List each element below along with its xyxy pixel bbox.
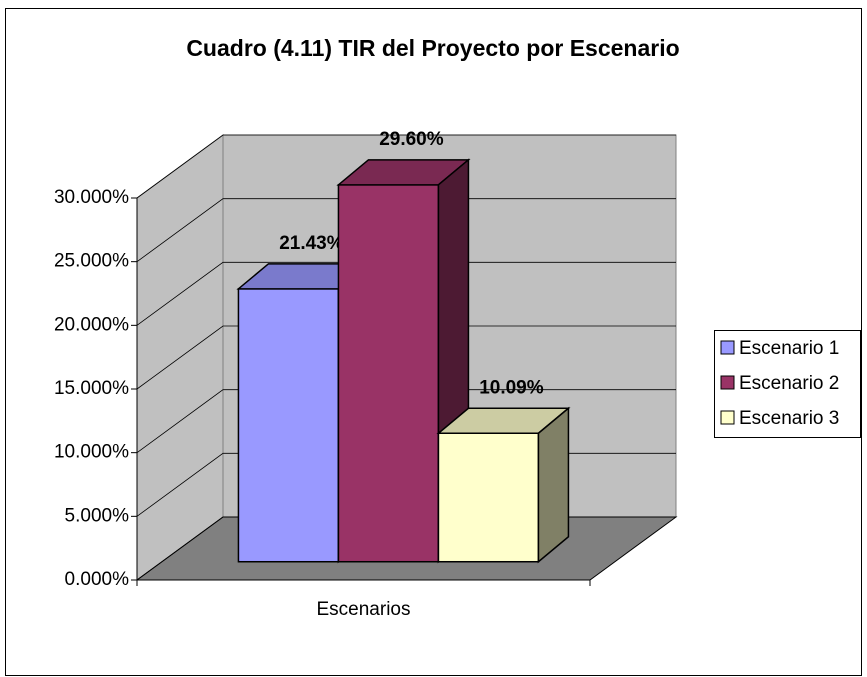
- grid-line: [136, 134, 676, 199]
- y-tick-label: 10.000%: [54, 442, 129, 463]
- x-tick-label: Escenarios: [317, 599, 411, 620]
- bar-side: [537, 406, 570, 564]
- value-label: 21.43%: [279, 233, 344, 254]
- legend-box: [714, 330, 861, 438]
- y-tick-label: 15.000%: [54, 378, 129, 399]
- grid-line: [136, 261, 676, 326]
- y-tick-label: 25.000%: [54, 251, 129, 272]
- y-tick-label: 30.000%: [54, 187, 129, 208]
- y-tick-label: 5.000%: [65, 505, 130, 526]
- legend-swatch: [720, 410, 735, 425]
- y-tick-label: 0.000%: [65, 569, 130, 590]
- chart-title: Cuadro (4.11) TIR del Proyecto por Escen…: [186, 35, 679, 61]
- legend-label: Escenario 3: [739, 408, 839, 429]
- grid-line: [136, 198, 676, 262]
- legend-label: Escenario 2: [739, 373, 839, 394]
- bar: [437, 432, 540, 563]
- legend-swatch: [720, 375, 735, 390]
- bar: [337, 184, 440, 563]
- legend-label: Escenario 1: [739, 338, 839, 359]
- value-label: 10.09%: [479, 377, 544, 398]
- bar: [237, 288, 340, 563]
- legend-swatch: [720, 340, 735, 355]
- value-label: 29.60%: [379, 129, 444, 150]
- grid-line: [136, 325, 676, 390]
- y-tick-label: 20.000%: [54, 314, 129, 335]
- grid-line: [136, 389, 676, 453]
